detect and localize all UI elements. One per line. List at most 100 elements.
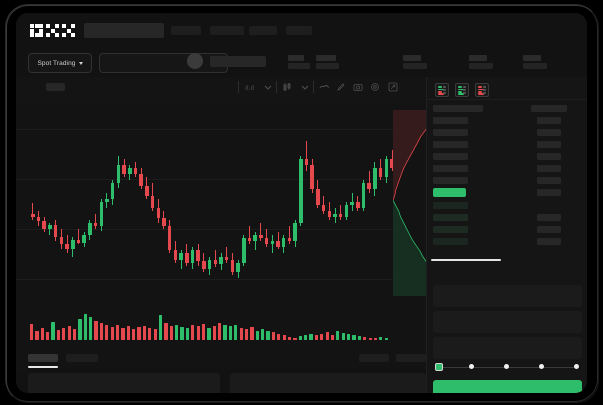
slider-step-25[interactable] — [469, 364, 474, 369]
candle-wick — [277, 232, 279, 249]
slider-step-75[interactable] — [539, 364, 544, 369]
candle-body — [321, 204, 326, 211]
candle-body — [76, 239, 81, 243]
volume-bar — [261, 328, 265, 340]
gridline — [16, 229, 426, 230]
orderbook-amount — [537, 189, 561, 196]
volume-bar — [78, 318, 82, 340]
stat-low-label — [469, 55, 487, 61]
orderbook-last-price-highlight[interactable] — [433, 188, 466, 197]
volume-bar — [105, 325, 109, 340]
volume-bar — [196, 326, 200, 340]
orderbook-amount — [537, 177, 561, 184]
orderbook-row[interactable] — [433, 129, 468, 136]
okx-logo-icon[interactable] — [30, 24, 75, 37]
orderbook-row[interactable] — [433, 117, 468, 124]
volume-bar — [30, 323, 34, 340]
line-tool-icon[interactable] — [319, 82, 330, 92]
bottom-panel-left[interactable] — [28, 373, 220, 393]
volume-bar — [99, 322, 104, 340]
slider-handle[interactable] — [435, 363, 443, 371]
trading-mode-selector[interactable]: Spot Trading — [28, 53, 92, 73]
fullscreen-icon[interactable] — [388, 82, 398, 92]
toolbar-divider — [238, 81, 239, 93]
candle-body — [185, 253, 189, 263]
orderbook-mode-both-icon[interactable] — [435, 83, 449, 97]
volume-bar — [153, 328, 157, 340]
pencil-icon[interactable] — [336, 82, 346, 92]
orderbook-row[interactable] — [433, 238, 468, 245]
slider-step-50[interactable] — [504, 364, 509, 369]
volume-bar — [51, 322, 55, 340]
chevron-down-icon — [78, 61, 83, 65]
candle-body — [253, 235, 257, 242]
slider-step-100[interactable] — [574, 364, 579, 369]
orderbook-mode-buy-icon[interactable] — [455, 83, 469, 97]
orderbook-row[interactable] — [433, 165, 468, 172]
volume-bar — [250, 327, 254, 340]
candle-body — [110, 183, 115, 199]
price-chart[interactable] — [16, 97, 426, 303]
volume-bar — [169, 325, 173, 340]
bottom-panel-right[interactable] — [230, 373, 426, 393]
camera-icon[interactable] — [353, 82, 363, 92]
candle-body — [310, 165, 314, 190]
orderbook-row[interactable] — [433, 141, 468, 148]
candle-body — [207, 259, 212, 269]
tab-order-history[interactable] — [66, 354, 98, 362]
orderbook-row[interactable] — [433, 226, 468, 233]
candle-body — [293, 223, 297, 242]
tab-open-orders[interactable] — [28, 354, 58, 362]
candle-wick — [226, 247, 228, 263]
volume-bar — [148, 327, 152, 340]
volume-bar — [62, 328, 66, 340]
candle-body — [53, 224, 58, 237]
candle-wick — [49, 223, 51, 236]
volume-bar — [347, 334, 351, 340]
nav-item-1[interactable] — [171, 26, 201, 35]
amount-field[interactable] — [433, 311, 582, 333]
orderbook-row[interactable] — [433, 202, 468, 209]
stat-change-label — [316, 55, 336, 61]
candle-body — [316, 189, 320, 205]
indicators-icon[interactable]: ıl.ıl — [245, 82, 259, 92]
candle-body — [105, 198, 109, 202]
action-2[interactable] — [396, 354, 426, 362]
indicators-chevron-down-icon[interactable] — [263, 82, 273, 92]
active-tab-underline — [28, 366, 58, 368]
volume-bar — [320, 333, 324, 340]
volume-bar — [132, 329, 136, 340]
volume-bar — [126, 326, 130, 340]
search-input[interactable] — [84, 23, 164, 38]
orderbook-row[interactable] — [433, 214, 468, 221]
orderbook-amount — [537, 153, 561, 160]
candle-body — [122, 165, 126, 175]
submit-buy-button[interactable] — [433, 380, 582, 393]
stat-price-value — [288, 63, 310, 69]
total-field[interactable] — [433, 337, 582, 359]
nav-item-3[interactable] — [249, 26, 277, 35]
candle-wick — [288, 226, 290, 245]
action-1[interactable] — [359, 354, 389, 362]
orderbook-amount — [537, 129, 561, 136]
volume-bar — [191, 325, 195, 340]
pair-selector[interactable] — [99, 53, 228, 73]
orderbook-row[interactable] — [433, 177, 468, 184]
nav-item-4[interactable] — [286, 26, 312, 35]
timeframe-2[interactable] — [46, 83, 65, 91]
chart-type-chevron-down-icon[interactable] — [300, 82, 310, 92]
toolbar-divider-3 — [313, 81, 314, 93]
volume-bar — [282, 334, 286, 340]
volume-bar — [336, 331, 340, 340]
orderbook-mode-sell-icon[interactable] — [475, 83, 489, 97]
price-field[interactable] — [433, 285, 582, 307]
candle-wick — [260, 223, 262, 242]
candle-wick — [95, 213, 97, 230]
gear-icon[interactable] — [370, 82, 380, 92]
nav-item-2[interactable] — [210, 26, 244, 35]
candle-body — [70, 239, 75, 249]
chart-type-icon[interactable] — [282, 82, 292, 92]
orderbook-row[interactable] — [433, 153, 468, 160]
avatar[interactable] — [187, 53, 203, 69]
volume-bar — [255, 330, 259, 340]
